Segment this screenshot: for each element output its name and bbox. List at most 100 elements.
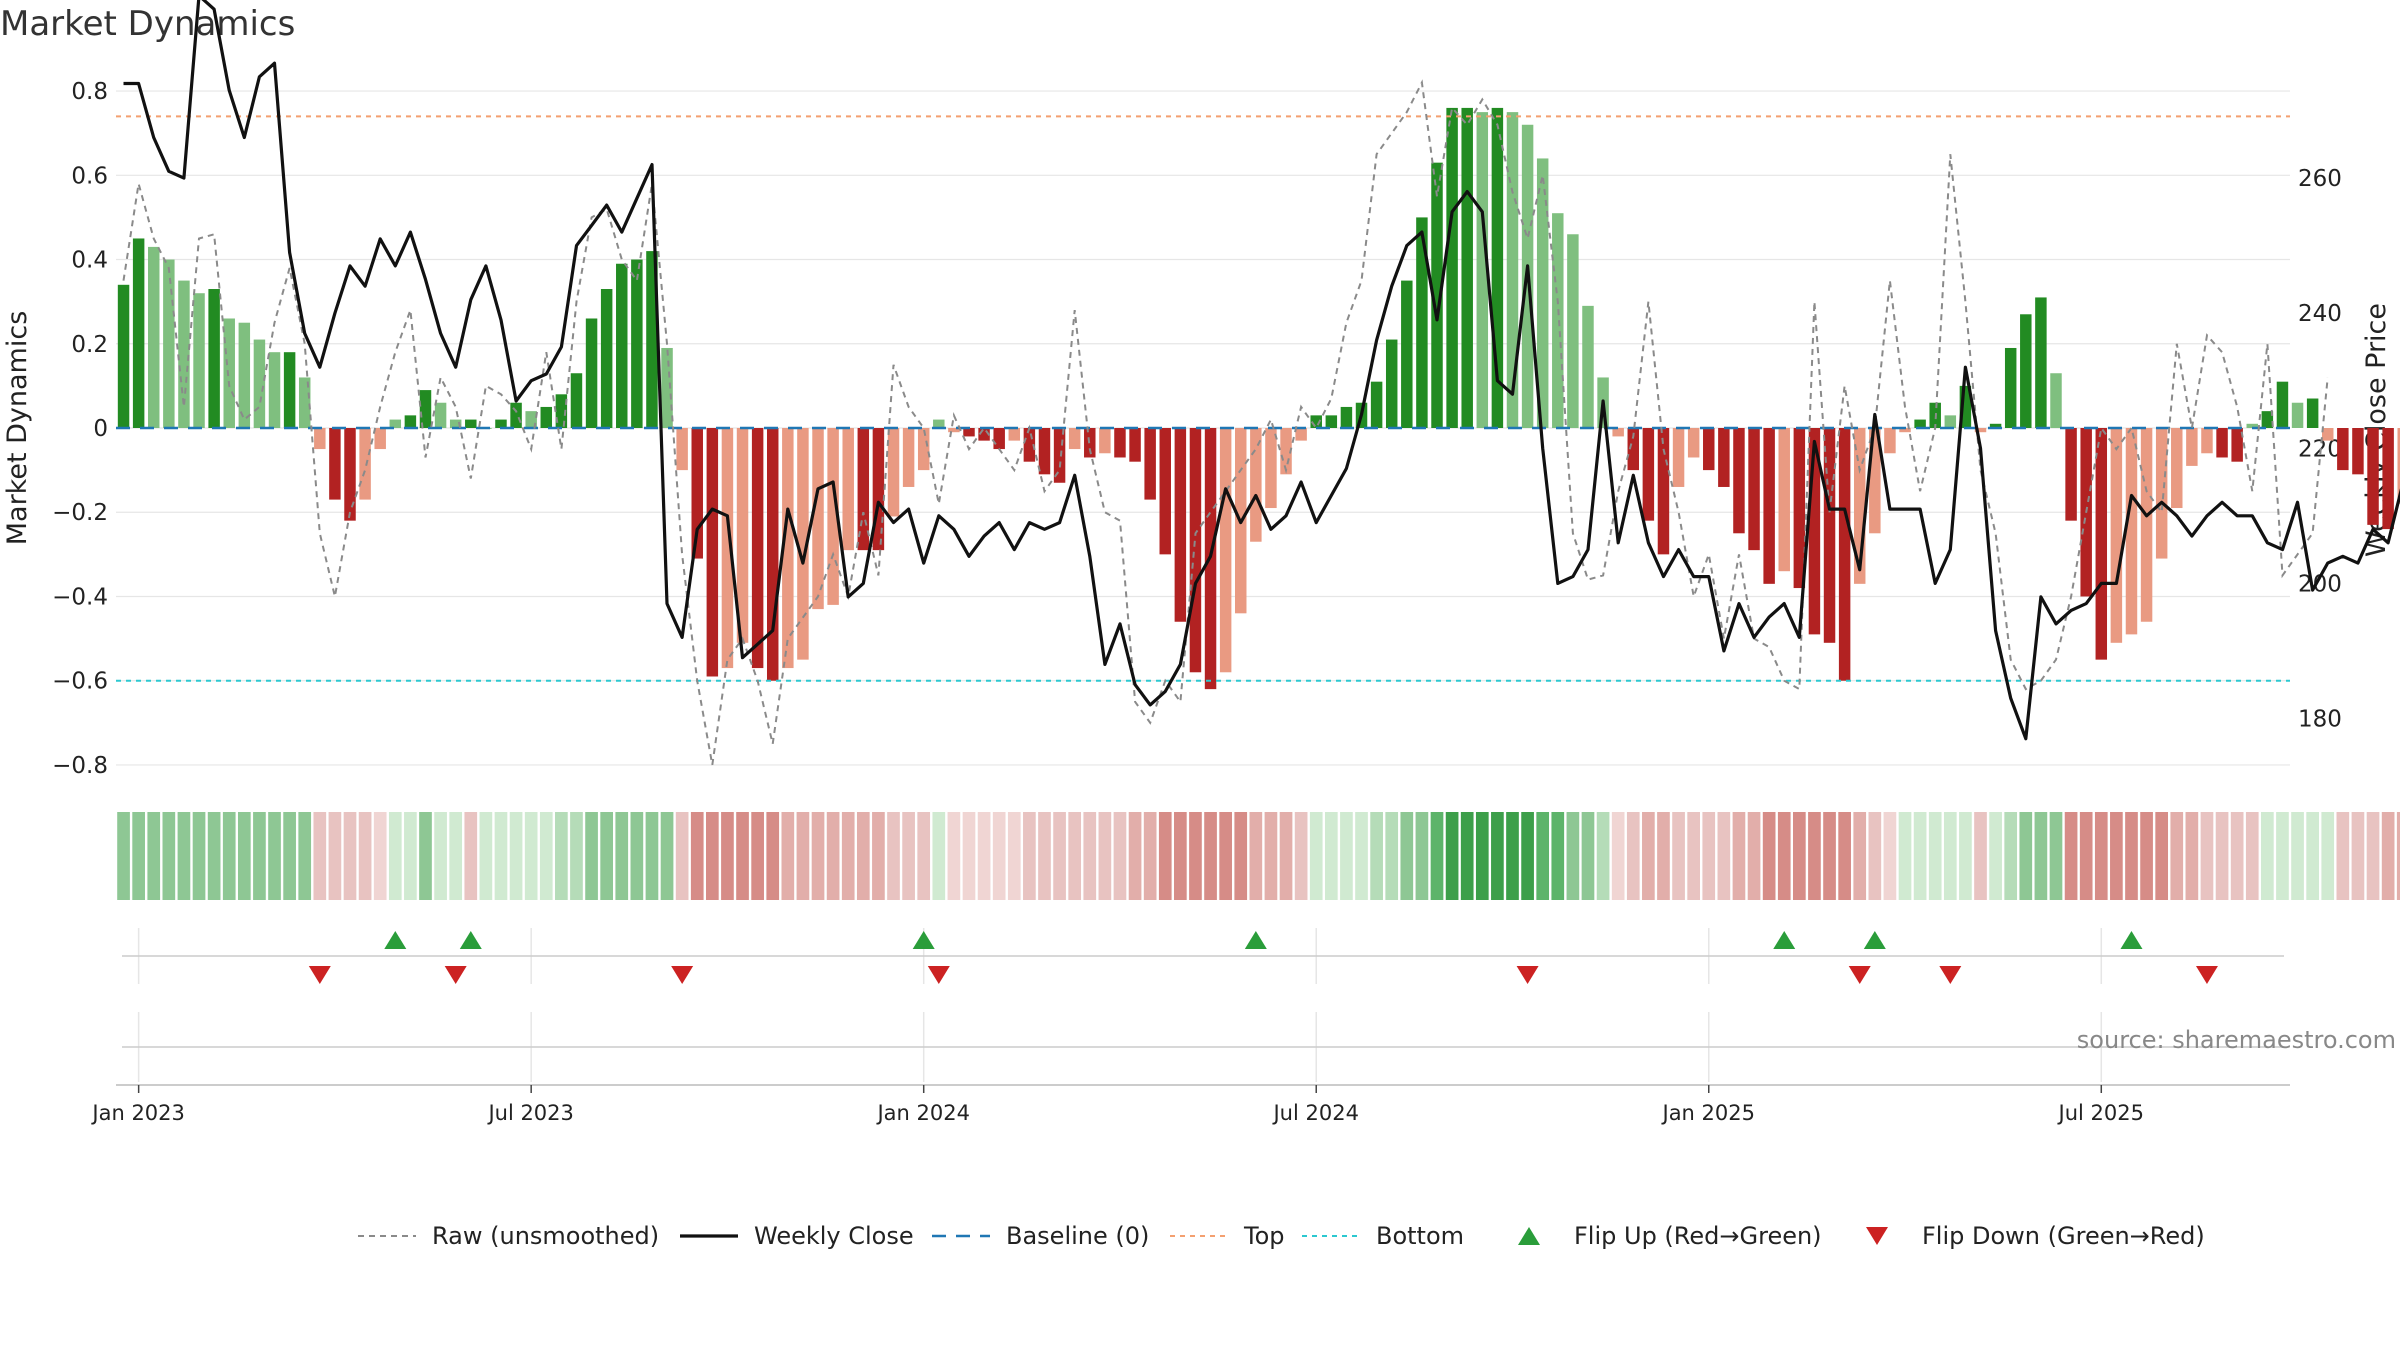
colorband-cell [2245, 812, 2259, 900]
colorband-cell [343, 812, 357, 900]
colorband-cell [1732, 812, 1746, 900]
y-tick-label-left: 0 [93, 416, 108, 442]
bar [1189, 428, 1202, 673]
colorband-cell [721, 812, 734, 900]
colorband-cell [887, 812, 900, 900]
colorband-cell [2155, 812, 2169, 900]
bar [2276, 381, 2289, 428]
y-tick-label-left: 0.4 [71, 248, 108, 274]
bar [766, 428, 779, 681]
colorband-cell [2230, 812, 2244, 900]
colorband-cell [736, 812, 749, 900]
bar [857, 428, 870, 551]
colorband-cell [1913, 812, 1927, 900]
bar [1612, 428, 1624, 437]
colorband-cell [1687, 812, 1701, 900]
bar [1627, 428, 1640, 471]
bar [2291, 402, 2304, 428]
colorband-cell [2381, 812, 2395, 900]
colorband-cell [1898, 812, 1912, 900]
colorband-cell [2215, 812, 2229, 900]
colorband-cell [902, 812, 915, 900]
colorband-cell [1747, 812, 1761, 900]
colorband-cell [524, 812, 538, 900]
colorband-cell [1158, 812, 1172, 900]
colorband-cell [373, 812, 387, 900]
bar [495, 419, 507, 428]
bar [208, 289, 220, 428]
bar [374, 428, 386, 450]
colorband-cell [2094, 812, 2108, 900]
colorband-cell [1883, 812, 1897, 900]
bar [1884, 428, 1896, 454]
bar [842, 428, 854, 551]
flip-down-marker [1848, 966, 1871, 984]
bar [268, 352, 281, 428]
bar [706, 428, 719, 677]
bar [2261, 411, 2274, 428]
colorband-cell [253, 812, 266, 900]
y-tick-label-right: 260 [2298, 166, 2342, 192]
colorband-cell [1053, 812, 1066, 900]
colorband-cell [132, 812, 145, 900]
bar [1687, 428, 1700, 458]
bar [540, 406, 553, 428]
colorband-cell [2200, 812, 2214, 900]
bar [329, 428, 341, 500]
bar [1914, 419, 1926, 428]
y-tick-label-right: 180 [2298, 706, 2342, 732]
colorband-cell [1717, 812, 1731, 900]
flip-up-marker [912, 931, 935, 949]
colorband-cell [1536, 812, 1550, 900]
colorband-cell [449, 812, 463, 900]
flip-up-marker [1773, 931, 1796, 949]
colorband-cell [1475, 812, 1489, 900]
bar [2397, 428, 2400, 504]
colorband-cell [313, 812, 327, 900]
bar [404, 415, 417, 428]
bar [449, 419, 462, 428]
colorband-cell [2366, 812, 2380, 900]
colorband-cell [2064, 812, 2078, 900]
colorband-cell [1279, 812, 1293, 900]
colorband-cell [811, 812, 825, 900]
bar [1642, 428, 1655, 521]
colorband-cell [298, 812, 312, 900]
colorband-cell [2004, 812, 2018, 900]
colorband-cell [1400, 812, 1414, 900]
y-tick-label-left: −0.4 [52, 584, 108, 610]
bar [2186, 428, 2198, 466]
legend-label: Raw (unsmoothed) [432, 1222, 659, 1250]
bar [1567, 234, 1579, 428]
colorband-cell [1249, 812, 1263, 900]
bar [525, 411, 537, 428]
bar [797, 428, 809, 660]
colorband-cell [947, 812, 961, 900]
bar [1446, 107, 1458, 428]
colorband-cell [705, 812, 719, 900]
bar [948, 428, 960, 433]
bar [736, 428, 749, 643]
colorband-cell [2291, 812, 2304, 900]
legend-label: Flip Up (Red→Green) [1574, 1222, 1822, 1250]
bar [2352, 428, 2364, 475]
bar [163, 259, 175, 428]
colorband-cell [1642, 812, 1655, 900]
bar [178, 280, 190, 428]
bar [2050, 373, 2062, 428]
bar [1310, 415, 1322, 428]
y-axis-label-left: Market Dynamics [2, 311, 33, 546]
colorband-cell [1174, 812, 1187, 900]
colorband-cell [1098, 812, 1112, 900]
colorband-cell [162, 812, 176, 900]
colorband-cell [1672, 812, 1685, 900]
flip-down-marker [1939, 966, 1962, 984]
colorband-cell [283, 812, 296, 900]
bar [2035, 297, 2047, 428]
bar [978, 428, 990, 441]
bar [1340, 406, 1353, 428]
colorband-cell [841, 812, 855, 900]
colorband-cell [1445, 812, 1459, 900]
bar [2171, 428, 2183, 509]
